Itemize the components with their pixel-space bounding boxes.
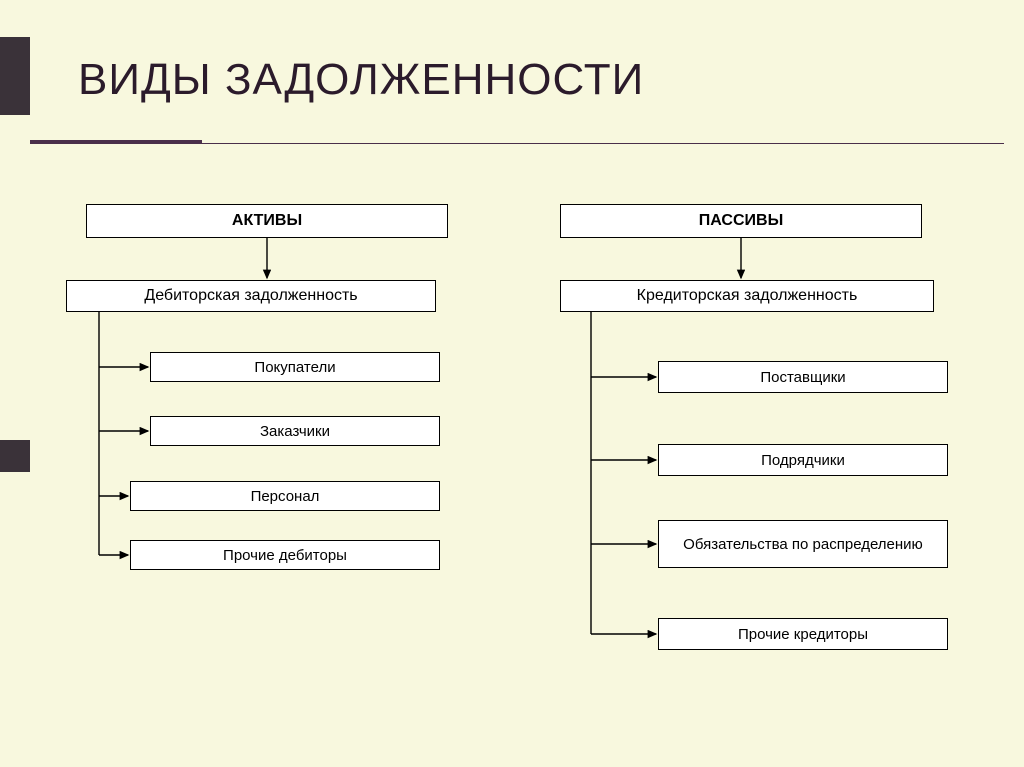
decor-accent-bottom <box>0 440 30 472</box>
left-item-label: Покупатели <box>254 359 335 376</box>
left-item-box: Персонал <box>130 481 440 511</box>
left-header-box: АКТИВЫ <box>86 204 448 238</box>
right-item-box: Обязательства по распределению <box>658 520 948 568</box>
right-subheader-label: Кредиторская задолженность <box>637 287 858 305</box>
right-subheader-box: Кредиторская задолженность <box>560 280 934 312</box>
left-subheader-label: Дебиторская задолженность <box>144 287 357 305</box>
left-item-box: Прочие дебиторы <box>130 540 440 570</box>
title-underline-thick <box>30 140 202 144</box>
left-item-label: Заказчики <box>260 423 330 440</box>
left-item-box: Заказчики <box>150 416 440 446</box>
left-item-label: Прочие дебиторы <box>223 547 347 564</box>
right-item-box: Подрядчики <box>658 444 948 476</box>
right-item-label: Прочие кредиторы <box>738 626 868 643</box>
right-header-box: ПАССИВЫ <box>560 204 922 238</box>
right-item-label: Обязательства по распределению <box>683 536 923 553</box>
slide-title: ВИДЫ ЗАДОЛЖЕННОСТИ <box>78 55 644 105</box>
left-header-label: АКТИВЫ <box>232 212 302 230</box>
left-subheader-box: Дебиторская задолженность <box>66 280 436 312</box>
right-item-label: Подрядчики <box>761 452 845 469</box>
right-item-box: Прочие кредиторы <box>658 618 948 650</box>
right-item-label: Поставщики <box>760 369 845 386</box>
left-item-label: Персонал <box>251 488 320 505</box>
left-item-box: Покупатели <box>150 352 440 382</box>
decor-accent-top <box>0 37 30 115</box>
right-item-box: Поставщики <box>658 361 948 393</box>
right-header-label: ПАССИВЫ <box>699 212 783 230</box>
slide: ВИДЫ ЗАДОЛЖЕННОСТИ АКТИВЫ Дебиторская за… <box>0 0 1024 767</box>
title-underline-thin <box>202 143 1004 144</box>
